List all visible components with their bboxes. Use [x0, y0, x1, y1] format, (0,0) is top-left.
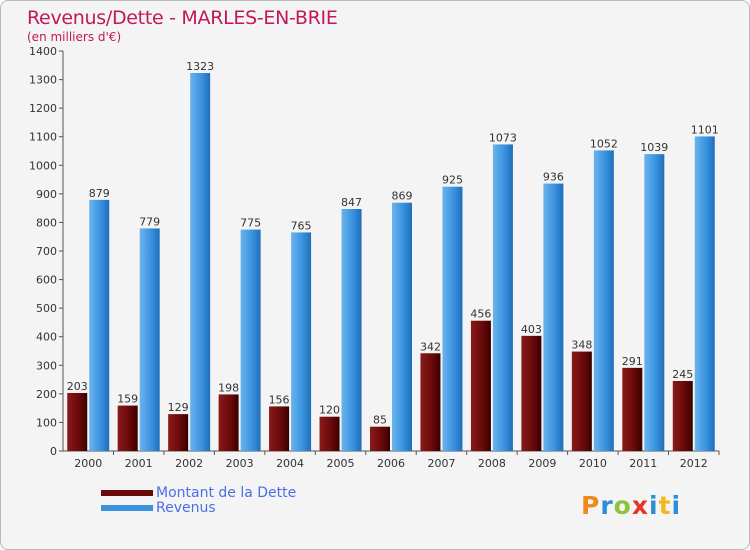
- bar-debt: [470, 320, 491, 451]
- y-tick-label: 1100: [29, 131, 57, 144]
- bar-debt: [269, 406, 290, 451]
- data-label-debt: 198: [218, 381, 239, 394]
- bar-revenus: [593, 150, 614, 451]
- y-tick-label: 1000: [29, 159, 57, 172]
- x-tick-label: 2010: [579, 457, 607, 470]
- data-label-debt: 159: [117, 393, 138, 406]
- x-tick-label: 2007: [427, 457, 455, 470]
- bar-debt: [319, 416, 340, 451]
- y-tick-label: 1400: [29, 45, 57, 58]
- bar-revenus: [694, 136, 715, 451]
- bar-debt: [622, 367, 643, 451]
- bar-debt: [521, 335, 542, 451]
- bar-revenus: [190, 73, 211, 451]
- x-tick-label: 2001: [125, 457, 153, 470]
- logo-letter: r: [600, 491, 614, 520]
- x-tick-label: 2002: [175, 457, 203, 470]
- data-label-debt: 348: [571, 339, 592, 352]
- bar-revenus: [543, 183, 564, 452]
- bar-revenus: [89, 199, 110, 451]
- data-label-debt: 291: [622, 355, 643, 368]
- x-tick-label: 2006: [377, 457, 405, 470]
- logo-letter: P: [581, 491, 601, 520]
- data-label-revenus: 925: [442, 174, 463, 187]
- bar-revenus: [139, 228, 160, 451]
- data-label-revenus: 879: [89, 187, 110, 200]
- data-label-revenus: 847: [341, 196, 362, 209]
- bar-debt: [117, 405, 138, 451]
- y-tick-label: 0: [50, 445, 57, 458]
- data-label-debt: 456: [470, 308, 491, 321]
- logo-letter: o: [613, 491, 632, 520]
- chart-title: Revenus/Dette - MARLES-EN-BRIE: [27, 7, 338, 29]
- legend-swatch-debt: [101, 490, 153, 496]
- legend-label-revenus: Revenus: [156, 500, 216, 516]
- data-label-revenus: 765: [291, 219, 312, 232]
- data-label-debt: 85: [373, 414, 387, 427]
- y-tick-label: 900: [36, 188, 57, 201]
- x-tick-label: 2004: [276, 457, 304, 470]
- y-tick-label: 700: [36, 245, 57, 258]
- data-label-revenus: 1052: [590, 137, 618, 150]
- x-tick-label: 2011: [629, 457, 657, 470]
- data-label-debt: 120: [319, 404, 340, 417]
- data-label-debt: 203: [67, 380, 88, 393]
- y-tick-label: 300: [36, 359, 57, 372]
- logo-letter: t: [658, 491, 672, 520]
- legend-swatch-revenus: [101, 505, 153, 511]
- data-label-revenus: 936: [543, 171, 564, 184]
- data-label-revenus: 1039: [640, 141, 668, 154]
- data-label-revenus: 1101: [691, 123, 719, 136]
- bar-revenus: [240, 229, 261, 451]
- bar-revenus: [341, 209, 362, 451]
- bar-debt: [370, 426, 390, 451]
- data-label-debt: 342: [420, 340, 441, 353]
- bar-debt: [420, 353, 441, 451]
- logo-letter: i: [671, 491, 682, 520]
- bar-revenus: [492, 144, 513, 451]
- proxiti-logo: Proxiti: [581, 491, 681, 520]
- x-tick-label: 2005: [327, 457, 355, 470]
- bar-revenus: [644, 154, 665, 451]
- bar-debt: [571, 351, 592, 451]
- y-tick-label: 600: [36, 274, 57, 287]
- bar-debt: [672, 381, 693, 451]
- data-label-revenus: 1073: [489, 131, 517, 144]
- bar-debt: [67, 393, 88, 451]
- data-label-revenus: 775: [240, 217, 261, 230]
- logo-letter: x: [631, 491, 649, 520]
- data-label-debt: 156: [269, 393, 290, 406]
- y-tick-label: 100: [36, 416, 57, 429]
- x-tick-label: 2009: [528, 457, 556, 470]
- y-tick-label: 200: [36, 388, 57, 401]
- data-label-debt: 403: [521, 323, 542, 336]
- x-tick-label: 2012: [680, 457, 708, 470]
- bar-revenus: [392, 202, 412, 451]
- legend-label-debt: Montant de la Dette: [156, 485, 297, 501]
- y-tick-label: 1200: [29, 102, 57, 115]
- logo-letter: i: [649, 491, 659, 520]
- bar-debt: [218, 394, 239, 451]
- chart-subtitle: (en milliers d'€): [27, 30, 122, 44]
- x-tick-label: 2008: [478, 457, 506, 470]
- bar-revenus: [442, 186, 463, 451]
- data-label-revenus: 869: [392, 190, 413, 203]
- y-tick-label: 800: [36, 216, 57, 229]
- y-tick-label: 400: [36, 331, 57, 344]
- y-tick-label: 500: [36, 302, 57, 315]
- y-tick-label: 1300: [29, 74, 57, 87]
- x-tick-label: 2000: [74, 457, 102, 470]
- data-label-revenus: 779: [139, 215, 160, 228]
- data-label-debt: 245: [672, 368, 693, 381]
- bar-revenus: [291, 232, 312, 451]
- x-tick-label: 2003: [226, 457, 254, 470]
- bar-debt: [168, 414, 189, 451]
- data-label-debt: 129: [168, 401, 189, 414]
- data-label-revenus: 1323: [186, 60, 214, 73]
